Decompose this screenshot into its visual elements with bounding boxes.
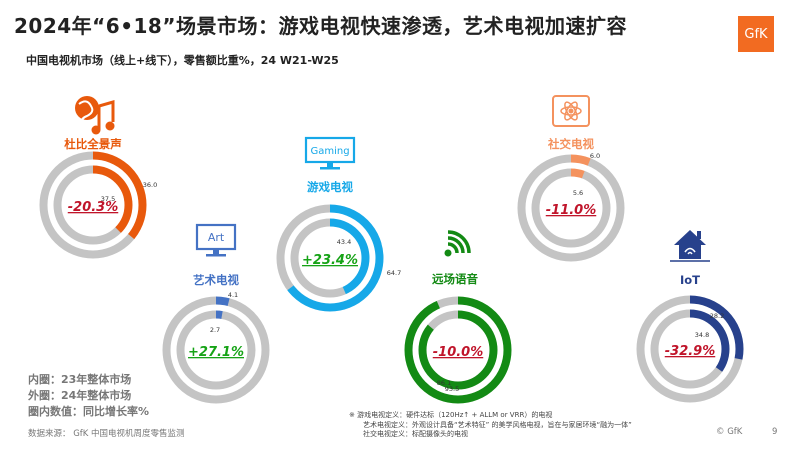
- smart-home-icon: [670, 230, 710, 262]
- growth-rate-label: -20.3%: [68, 200, 119, 215]
- segment-name-label: 游戏电视: [307, 180, 353, 194]
- page-subtitle: 中国电视机市场（线上+线下），零售额比重%，24 W21-W25: [26, 54, 339, 67]
- inner-value-label: 34.8: [695, 331, 709, 339]
- icon-caption: Art: [208, 231, 225, 244]
- outer-value-label: 6.0: [590, 152, 600, 160]
- outer-value-label: 64.7: [387, 269, 401, 277]
- note-social-definition: 社交电视定义：标配摄像头的电视: [363, 430, 468, 438]
- copyright: © GfK: [716, 427, 743, 437]
- gfk-logo: GfK: [738, 16, 774, 52]
- inner-value-label: 37.5: [101, 195, 115, 203]
- segment-name-label: 社交电视: [547, 137, 594, 151]
- music-globe-icon: [75, 96, 115, 135]
- outer-value-label: 93.5: [445, 385, 459, 393]
- gaming-tv-icon: Gaming: [304, 136, 356, 170]
- inner-ring-segment: [216, 310, 223, 320]
- outer-ring-segment: [690, 295, 744, 360]
- outer-ring-segment: [93, 151, 148, 240]
- art-tv-icon: Art: [195, 223, 237, 257]
- inner-value-label: 86.1: [437, 379, 451, 387]
- donut-chart-6: -32.9% 28.2 34.8 IoT: [635, 230, 745, 404]
- segment-name-label: 远场语音: [432, 272, 478, 286]
- outer-value-label: 36.0: [143, 181, 157, 189]
- inner-value-label: 5.6: [573, 189, 583, 197]
- page-number: 9: [772, 427, 778, 437]
- donut-chart-5: -11.0% 6.0 5.6 社交电视: [516, 95, 626, 263]
- legend: 内圈：23年整体市场 外圈：24年整体市场 圈内数值：同比增长率%: [28, 372, 149, 420]
- growth-rate-label: -10.0%: [433, 345, 484, 360]
- growth-rate-label: +23.4%: [302, 253, 358, 268]
- growth-rate-label: -32.9%: [665, 344, 716, 359]
- icon-caption: Gaming: [310, 146, 349, 157]
- legend-outer-ring: 外圈：24年整体市场: [28, 389, 132, 402]
- definition-notes: ※ 游戏电视定义：硬件达标（120Hz↑ + ALLM or VRR）的电视 艺…: [349, 411, 632, 440]
- outer-ring-segment: [216, 296, 230, 307]
- social-atom-icon: [552, 95, 590, 127]
- inner-ring-segment: [93, 165, 134, 234]
- data-source: 数据来源： GfK 中国电视机周度零售监测: [28, 429, 185, 439]
- inner-ring-segment: [690, 309, 730, 373]
- legend-inner-ring: 内圈：23年整体市场: [28, 373, 132, 386]
- segment-name-label: 杜比全景声: [64, 137, 122, 151]
- growth-rate-label: -11.0%: [546, 203, 597, 218]
- segment-name-label: 艺术电视: [193, 273, 239, 287]
- note-art-definition: 艺术电视定义：外观设计具备“艺术特征” 的美学风格电视，旨在与家居环境“融为一体…: [363, 420, 632, 429]
- inner-value-label: 43.4: [337, 238, 351, 246]
- page-title: 2024年“6•18”场景市场：游戏电视快速渗透，艺术电视加速扩容: [14, 14, 627, 38]
- inner-value-label: 2.7: [210, 326, 220, 334]
- donut-chart-1: -20.3% 36.0 37.5 杜比全景声: [38, 96, 157, 260]
- donut-chart-2: +27.1% 4.1 2.7 艺术电视 Art: [161, 223, 271, 405]
- inner-ring-segment: [571, 168, 585, 179]
- growth-rate-label: +27.1%: [188, 345, 244, 360]
- donut-chart-4: -10.0% 93.586.1 远场语音: [403, 230, 513, 405]
- voice-signal-icon: [444, 230, 471, 257]
- segment-name-label: IoT: [680, 273, 700, 287]
- note-gaming-definition: ※ 游戏电视定义：硬件达标（120Hz↑ + ALLM or VRR）的电视: [349, 411, 553, 419]
- outer-value-label: 4.1: [228, 291, 238, 299]
- outer-value-label: 28.2: [710, 312, 724, 320]
- donut-chart-3: +23.4% 64.7 43.4 游戏电视 Gaming: [275, 136, 401, 313]
- inner-ring-segment: [330, 218, 371, 295]
- legend-center-value: 圈内数值：同比增长率%: [28, 405, 150, 418]
